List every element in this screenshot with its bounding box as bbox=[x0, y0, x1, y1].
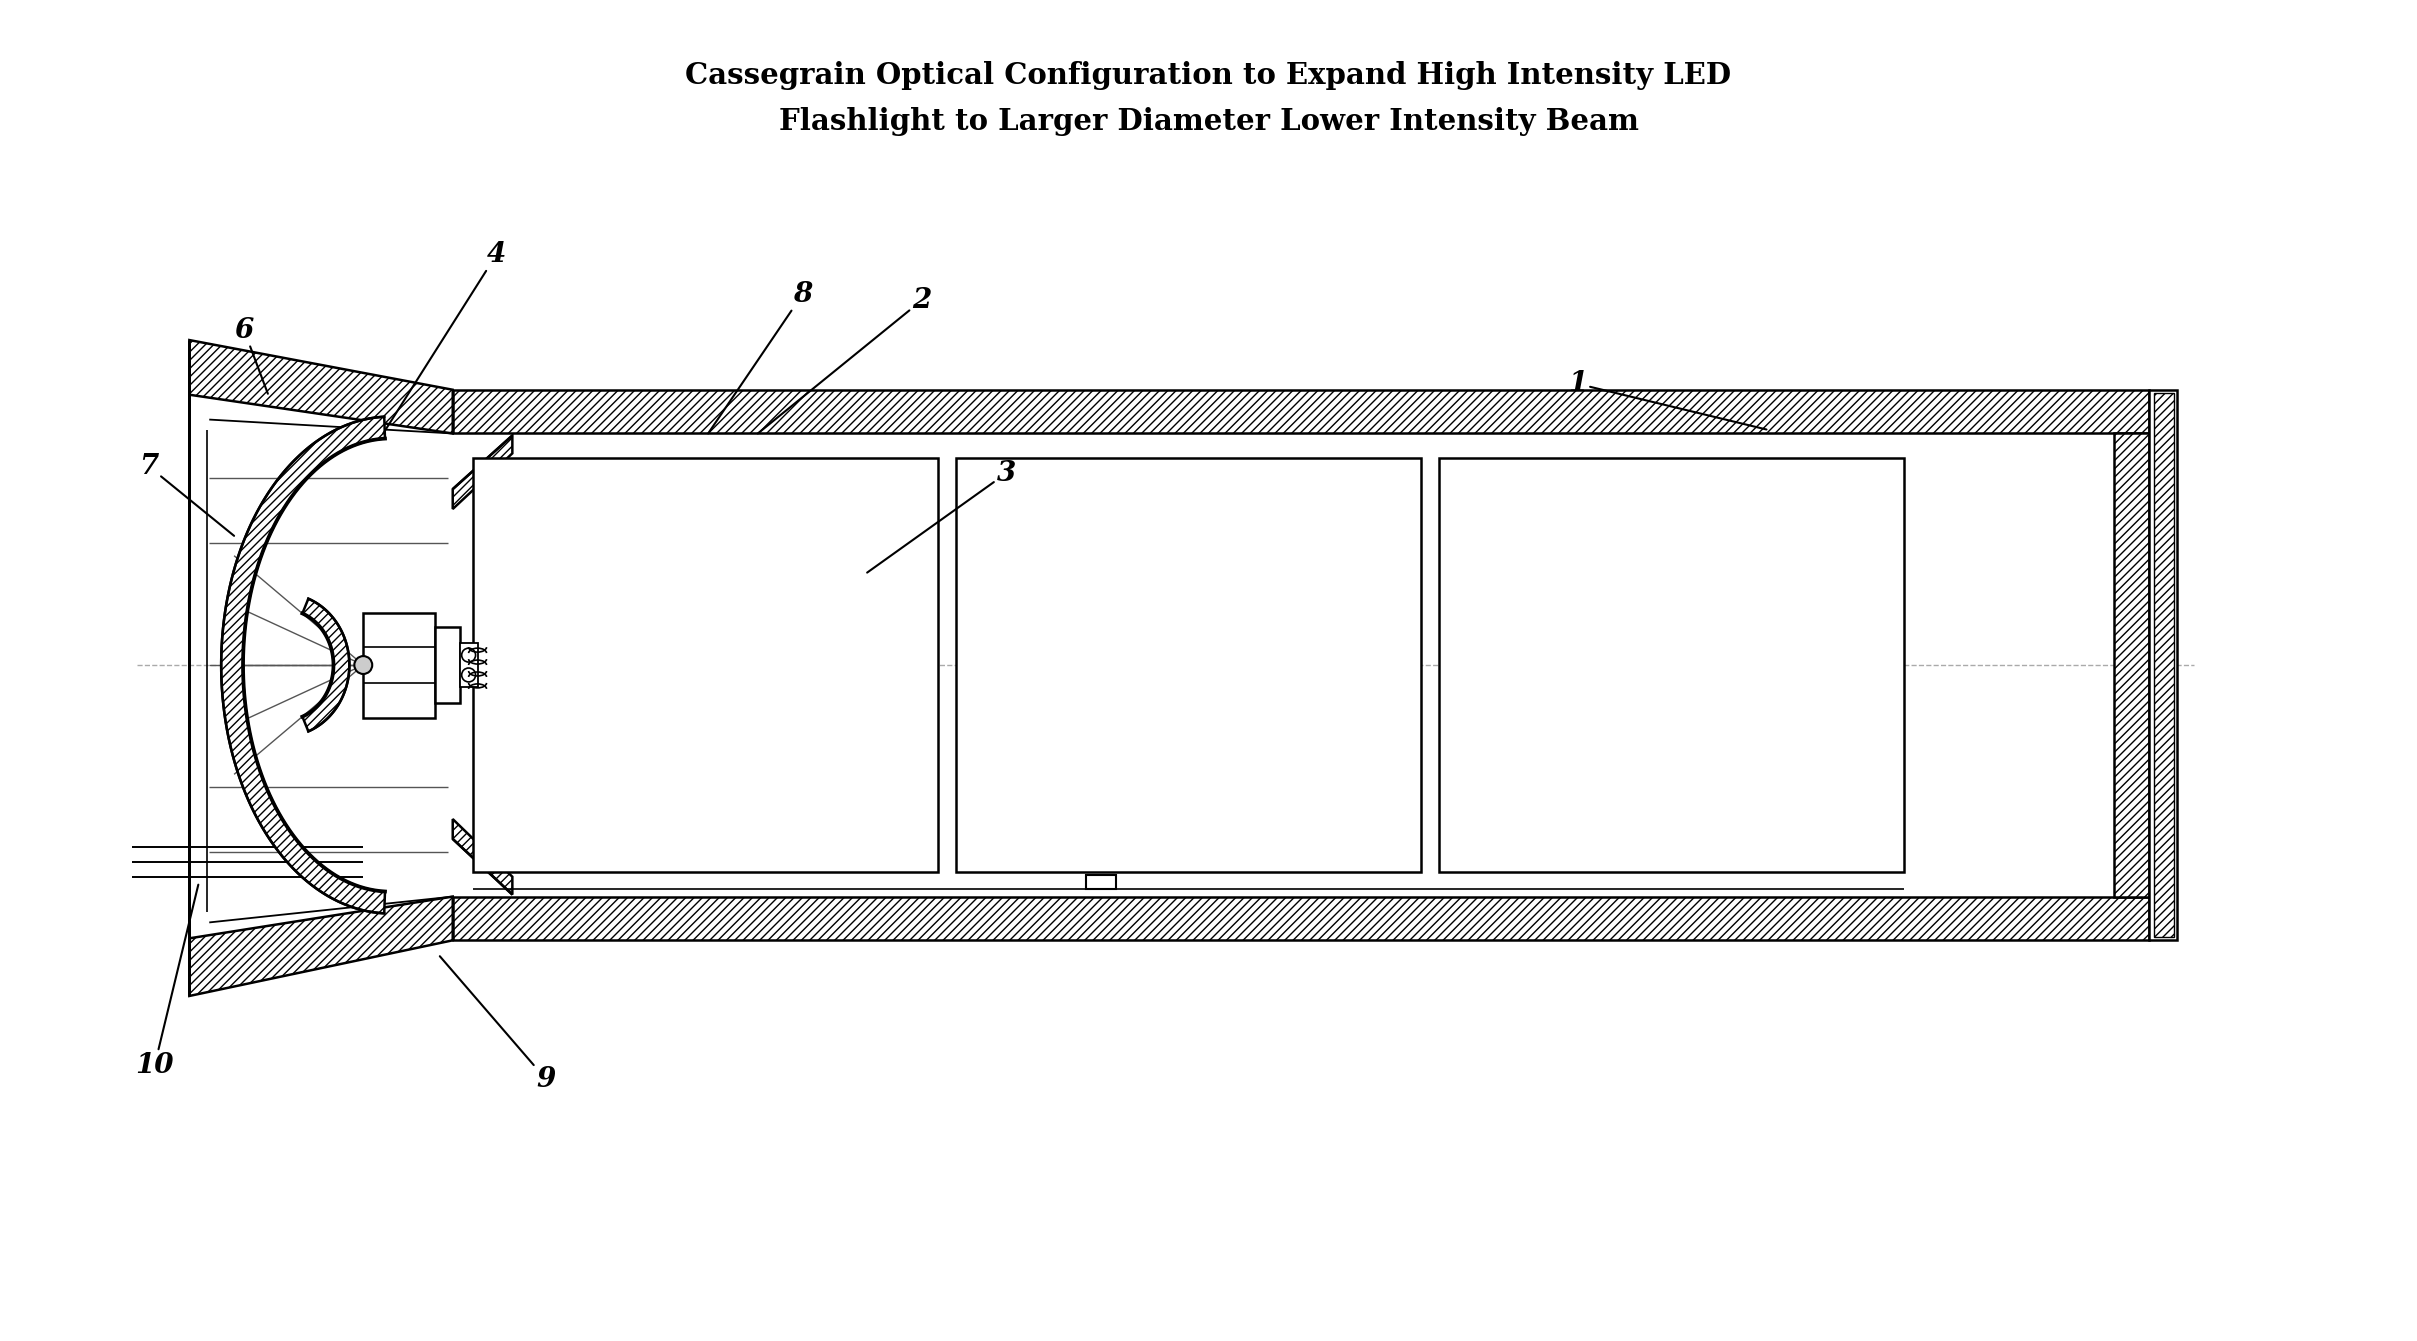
Bar bbox=[1085, 874, 1117, 889]
Polygon shape bbox=[452, 436, 512, 510]
Text: 7: 7 bbox=[140, 453, 234, 536]
Text: 8: 8 bbox=[708, 280, 812, 433]
Bar bbox=[435, 628, 459, 703]
Bar bbox=[363, 613, 435, 717]
Circle shape bbox=[462, 648, 476, 662]
Polygon shape bbox=[302, 598, 350, 731]
Text: 1: 1 bbox=[1569, 370, 1767, 429]
Circle shape bbox=[355, 656, 372, 675]
Text: Flashlight to Larger Diameter Lower Intensity Beam: Flashlight to Larger Diameter Lower Inte… bbox=[778, 107, 1639, 135]
Polygon shape bbox=[452, 390, 2149, 433]
Text: Cassegrain Optical Configuration to Expand High Intensity LED: Cassegrain Optical Configuration to Expa… bbox=[686, 62, 1731, 90]
Text: 6: 6 bbox=[234, 316, 268, 394]
Polygon shape bbox=[222, 417, 384, 913]
Text: 2: 2 bbox=[759, 287, 931, 433]
Polygon shape bbox=[452, 897, 2149, 940]
Polygon shape bbox=[2115, 433, 2149, 897]
Bar bbox=[1438, 459, 1905, 872]
Polygon shape bbox=[189, 341, 452, 433]
Text: 4: 4 bbox=[384, 241, 505, 433]
Circle shape bbox=[462, 668, 476, 683]
Polygon shape bbox=[2149, 390, 2178, 940]
Text: 10: 10 bbox=[135, 885, 198, 1080]
Polygon shape bbox=[189, 897, 452, 996]
Polygon shape bbox=[452, 819, 512, 894]
Polygon shape bbox=[2154, 393, 2173, 937]
Bar bbox=[474, 459, 938, 872]
Bar bbox=[459, 644, 479, 687]
Text: 9: 9 bbox=[440, 956, 556, 1093]
Text: 3: 3 bbox=[868, 460, 1015, 573]
Bar bbox=[955, 459, 1421, 872]
